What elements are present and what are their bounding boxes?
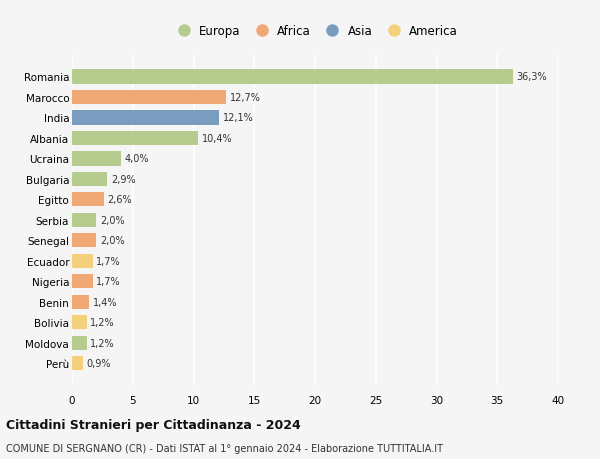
Bar (72, 234, 96, 248)
Bar (72, 336, 86, 350)
Text: 2,0%: 2,0% (100, 215, 125, 225)
Bar (72, 213, 96, 228)
Text: 1,7%: 1,7% (96, 256, 121, 266)
Bar (72, 295, 89, 309)
Bar (72, 90, 226, 105)
Text: Cittadini Stranieri per Cittadinanza - 2024: Cittadini Stranieri per Cittadinanza - 2… (6, 418, 301, 431)
Bar (72, 131, 199, 146)
Bar (72, 315, 86, 330)
Text: 10,4%: 10,4% (202, 134, 233, 144)
Text: 4,0%: 4,0% (124, 154, 149, 164)
Bar (72, 254, 92, 269)
Text: 12,1%: 12,1% (223, 113, 253, 123)
Bar (72, 70, 513, 84)
Bar (72, 111, 219, 125)
Text: 36,3%: 36,3% (517, 72, 547, 82)
Text: 1,2%: 1,2% (90, 318, 115, 328)
Text: 1,4%: 1,4% (92, 297, 117, 307)
Text: 12,7%: 12,7% (230, 93, 261, 103)
Bar (72, 152, 121, 166)
Bar (72, 356, 83, 370)
Text: 1,7%: 1,7% (96, 277, 121, 286)
Text: 2,9%: 2,9% (111, 174, 136, 185)
Text: 2,0%: 2,0% (100, 236, 125, 246)
Bar (72, 274, 92, 289)
Text: COMUNE DI SERGNANO (CR) - Dati ISTAT al 1° gennaio 2024 - Elaborazione TUTTITALI: COMUNE DI SERGNANO (CR) - Dati ISTAT al … (6, 443, 443, 453)
Bar (72, 172, 107, 187)
Bar (72, 193, 104, 207)
Text: 1,2%: 1,2% (90, 338, 115, 348)
Text: 2,6%: 2,6% (107, 195, 132, 205)
Legend: Europa, Africa, Asia, America: Europa, Africa, Asia, America (172, 25, 458, 38)
Text: 0,9%: 0,9% (86, 358, 111, 369)
